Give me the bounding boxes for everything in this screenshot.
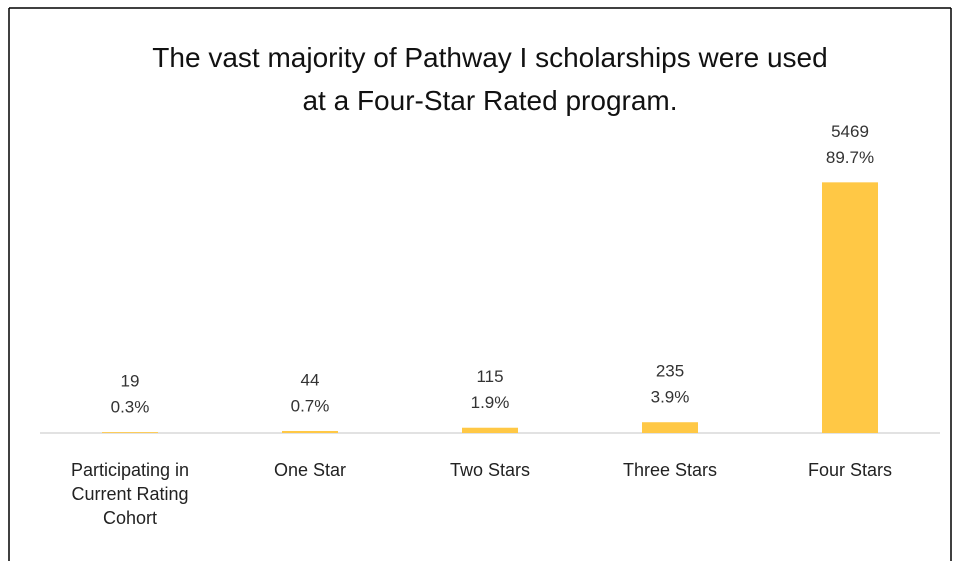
bar [642,422,698,433]
bar [822,182,878,433]
x-tick-label: Two Stars [449,460,531,480]
bar [282,430,338,433]
x-tick-label: One Star [273,460,347,480]
percent-label: 3.9% [651,388,690,407]
bar [462,427,518,433]
x-tick-label: Four Stars [807,460,893,480]
percent-label: 89.7% [826,148,874,167]
value-label: 44 [301,370,320,389]
percent-label: 0.3% [111,398,150,417]
value-label: 115 [476,367,503,386]
chart-title: The vast majority of Pathway I scholarsh… [152,42,828,116]
value-label: 5469 [831,122,869,141]
value-label: 235 [656,362,684,381]
x-tick-label: Three Stars [622,460,718,480]
percent-label: 0.7% [291,396,330,415]
percent-label: 1.9% [471,393,510,412]
bar [102,432,158,433]
value-label: 19 [121,372,140,391]
x-tick-label: Participating in Current Rating Cohort [70,460,190,528]
